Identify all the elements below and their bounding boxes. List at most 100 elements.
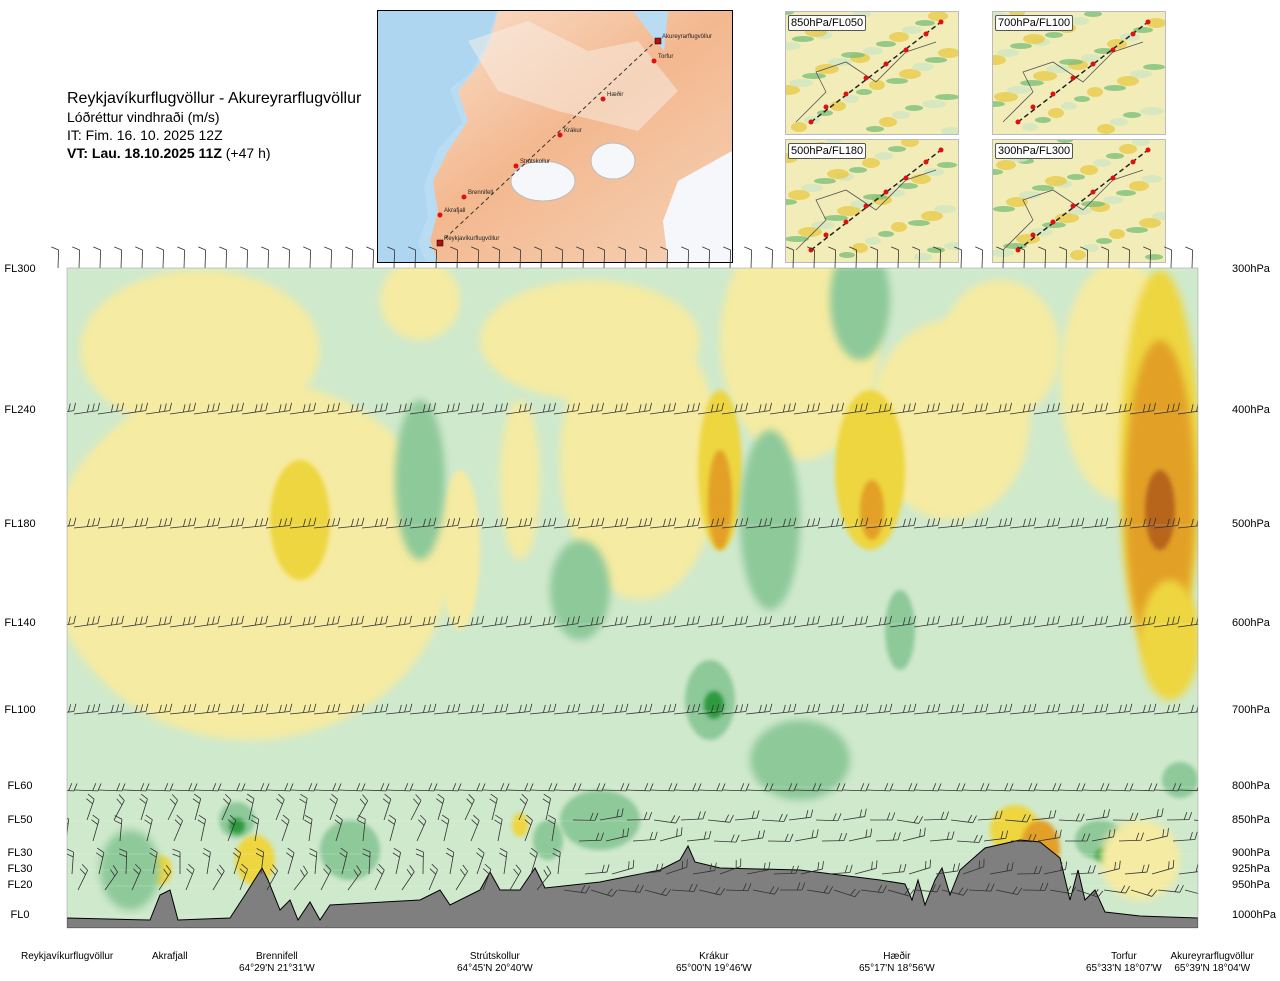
wind-barb xyxy=(509,864,522,891)
wind-barb xyxy=(1010,834,1037,843)
station-name: Torfur xyxy=(1111,951,1137,962)
fl-tick-label: FL100 xyxy=(4,704,36,716)
wind-barb xyxy=(145,783,174,792)
wind-barb xyxy=(1124,864,1150,875)
wind-barb xyxy=(1080,246,1089,269)
wind-barb xyxy=(833,888,861,898)
wind-barb xyxy=(985,783,1014,792)
fl-tick-label: FL240 xyxy=(4,404,36,416)
wind-barb xyxy=(793,703,821,715)
wind-barb xyxy=(800,861,824,875)
wind-barb xyxy=(937,517,965,529)
wind-barb xyxy=(145,615,172,628)
wind-barb xyxy=(1004,814,1031,823)
wind-barb xyxy=(989,862,1014,875)
wind-barb xyxy=(625,402,652,415)
wind-barb xyxy=(865,703,893,715)
wind-barb xyxy=(97,402,124,415)
wind-barb xyxy=(649,615,676,628)
wind-barb xyxy=(698,886,726,896)
wind-barb xyxy=(961,402,988,415)
wind-barb xyxy=(734,810,760,821)
pressure-tick-label: 950hPa xyxy=(1232,879,1270,891)
fl-tick-label: FL300 xyxy=(4,263,36,275)
station-label: Krákur 65°00'N 19°46'W xyxy=(676,951,752,975)
wind-barb xyxy=(73,517,101,529)
pressure-tick-label: 500hPa xyxy=(1232,518,1270,530)
wind-barb xyxy=(649,783,678,792)
wind-barb xyxy=(433,783,462,792)
wind-barb xyxy=(457,783,486,792)
wind-barb xyxy=(605,828,629,842)
wind-barb xyxy=(553,517,581,529)
wind-barb xyxy=(618,246,627,269)
vv-contour xyxy=(750,720,850,800)
wind-barb xyxy=(1101,246,1110,269)
wind-barb xyxy=(745,615,772,628)
pressure-tick-label: 700hPa xyxy=(1232,704,1270,716)
wind-barb xyxy=(625,703,653,715)
wind-barb xyxy=(1153,703,1181,715)
vv-contour xyxy=(67,380,450,740)
wind-barb xyxy=(937,615,964,628)
wind-barb xyxy=(240,246,249,269)
wind-barb xyxy=(433,517,461,529)
wind-barb xyxy=(673,402,700,415)
vv-contour xyxy=(740,430,800,610)
wind-barb xyxy=(547,814,556,842)
wind-barb xyxy=(97,517,125,529)
station-label: Brennifell 64°29'N 21°31'W xyxy=(239,951,315,975)
wind-barb xyxy=(97,615,124,628)
wind-barb xyxy=(121,402,148,415)
pressure-tick-label: 800hPa xyxy=(1232,780,1270,792)
thumbnail-300[interactable]: 300hPa/FL300 xyxy=(992,139,1166,263)
wind-barb xyxy=(841,402,868,415)
thumbnail-700[interactable]: 700hPa/FL100 xyxy=(992,11,1166,135)
wind-barb xyxy=(529,517,557,529)
thumbnail-850[interactable]: 850hPa/FL050 xyxy=(785,11,959,135)
vv-contour xyxy=(1100,820,1180,900)
vv-contour xyxy=(320,820,380,880)
wind-barb xyxy=(385,402,412,415)
wind-barb xyxy=(1178,864,1198,875)
wind-barb xyxy=(555,246,564,269)
wind-barb xyxy=(889,703,917,715)
wind-barb xyxy=(889,402,916,415)
cross-section-plot xyxy=(51,246,1199,929)
pressure-tick-label: 850hPa xyxy=(1232,814,1270,826)
wind-barb xyxy=(639,246,648,269)
wind-barb xyxy=(339,847,348,875)
wind-barb xyxy=(1017,246,1026,269)
waypoint-marker xyxy=(600,96,606,102)
wind-barb xyxy=(385,703,413,715)
wind-barb xyxy=(827,864,853,875)
wind-barb xyxy=(996,246,1005,269)
vv-contour xyxy=(704,691,724,719)
wind-barb xyxy=(707,814,734,823)
wind-barb xyxy=(374,864,385,891)
wind-barb xyxy=(1081,517,1109,529)
wind-barb xyxy=(887,888,915,897)
wind-barb xyxy=(721,402,748,415)
vv-contour xyxy=(80,270,320,430)
wind-barb xyxy=(198,246,207,269)
wind-barb xyxy=(767,833,794,842)
wind-barb xyxy=(241,703,269,715)
wind-barb xyxy=(889,783,918,792)
title-block: Reykjavíkurflugvöllur - Akureyrarflugvöl… xyxy=(67,90,361,162)
wind-barb xyxy=(289,783,318,792)
wind-barb xyxy=(227,814,237,842)
wind-barb xyxy=(995,886,1023,895)
wind-barb xyxy=(563,885,590,894)
wind-barb xyxy=(361,783,390,792)
thumbnail-500[interactable]: 500hPa/FL180 xyxy=(785,139,959,263)
wind-barb xyxy=(542,793,551,821)
wind-barb xyxy=(505,615,532,628)
wind-barb xyxy=(865,783,894,792)
wind-barb xyxy=(313,517,341,529)
wind-barb xyxy=(1105,402,1132,415)
wind-barb xyxy=(745,402,772,415)
wind-barb xyxy=(891,246,900,269)
wind-barb xyxy=(828,246,837,269)
wind-barb xyxy=(1105,615,1132,628)
